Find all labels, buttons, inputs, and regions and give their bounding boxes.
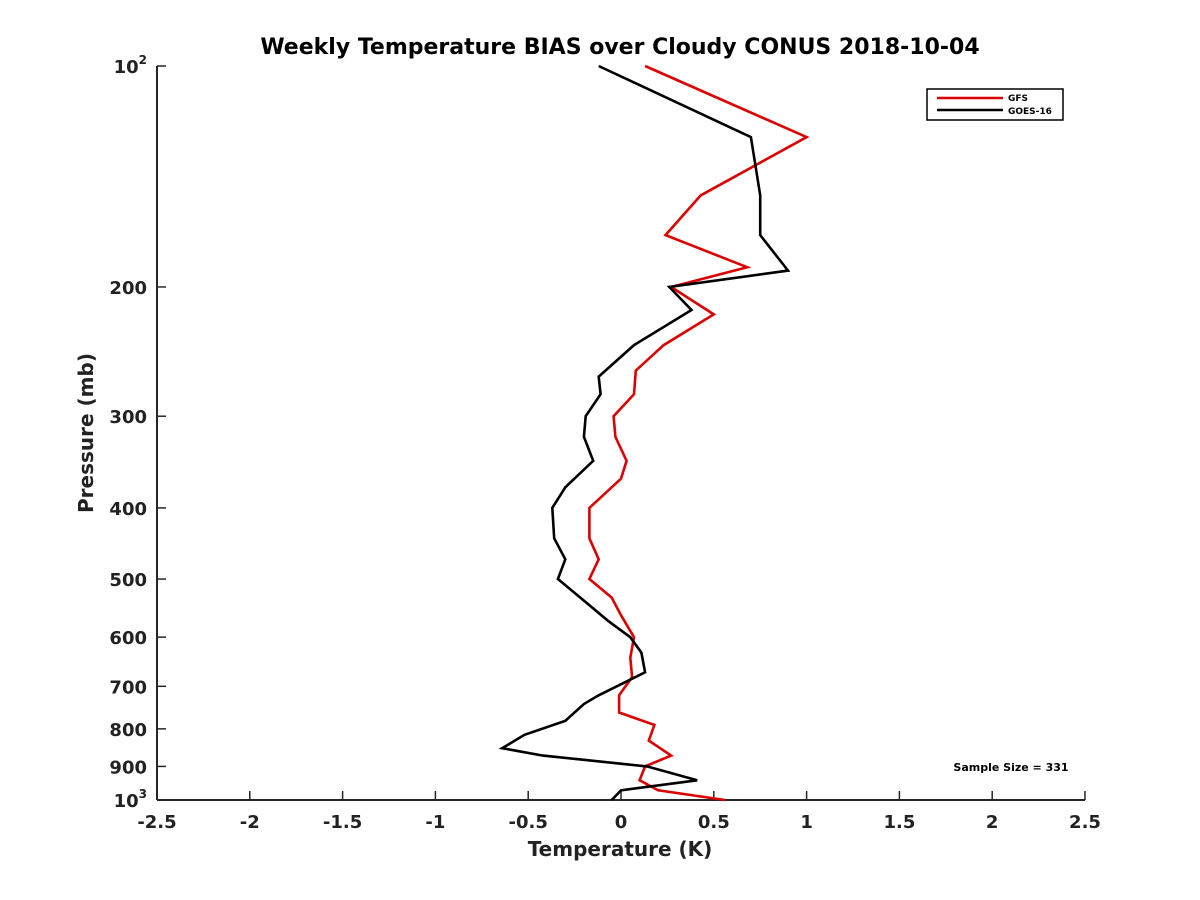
y-tick-label: 200 <box>109 278 147 299</box>
y-tick-label: 102 <box>114 53 147 78</box>
x-tick-label: -2.5 <box>137 812 176 833</box>
series-group <box>498 64 810 802</box>
y-tick-label: 800 <box>109 720 147 741</box>
x-axis-ticks: -2.5 -2 -1.5 -1 -0.5 0 0.5 1 1.5 2 2.5 <box>137 791 1101 833</box>
series-line-gfs <box>587 64 810 802</box>
series-line-goes16 <box>498 64 791 801</box>
x-axis-label: Temperature (K) <box>528 837 713 861</box>
y-axis-ticks: 102 200 300 400 500 600 700 800 900 103 <box>109 53 166 812</box>
x-tick-label: 1 <box>800 812 813 833</box>
x-tick-label: -2 <box>240 812 260 833</box>
x-tick-label: -1.5 <box>323 812 362 833</box>
x-tick-label: -0.5 <box>509 812 548 833</box>
x-tick-label: 0.5 <box>698 812 730 833</box>
x-tick-label: 0 <box>615 812 628 833</box>
legend: GFS GOES-16 <box>926 88 1064 121</box>
plot-area: -2.5 -2 -1.5 -1 -0.5 0 0.5 1 1.5 2 2.5 102 200 300 40… <box>109 53 1101 833</box>
y-tick-label: 300 <box>109 407 147 428</box>
chart-title: Weekly Temperature BIAS over Cloudy CONU… <box>260 35 979 60</box>
y-tick-label: 900 <box>109 757 147 778</box>
legend-label-goes16: GOES-16 <box>1008 107 1052 117</box>
sample-size-annotation: Sample Size = 331 <box>953 761 1068 774</box>
legend-box <box>926 88 1064 121</box>
x-tick-label: -1 <box>425 812 445 833</box>
y-tick-label: 600 <box>109 628 147 649</box>
legend-label-gfs: GFS <box>1008 94 1028 104</box>
y-axis-label: Pressure (mb) <box>74 353 98 513</box>
y-tick-label: 700 <box>109 677 147 698</box>
y-tick-label: 400 <box>109 499 147 520</box>
y-tick-label: 500 <box>109 570 147 591</box>
x-tick-label: 2 <box>986 812 999 833</box>
x-tick-label: 1.5 <box>883 812 915 833</box>
x-tick-label: 2.5 <box>1069 812 1101 833</box>
y-tick-label: 103 <box>114 787 147 812</box>
